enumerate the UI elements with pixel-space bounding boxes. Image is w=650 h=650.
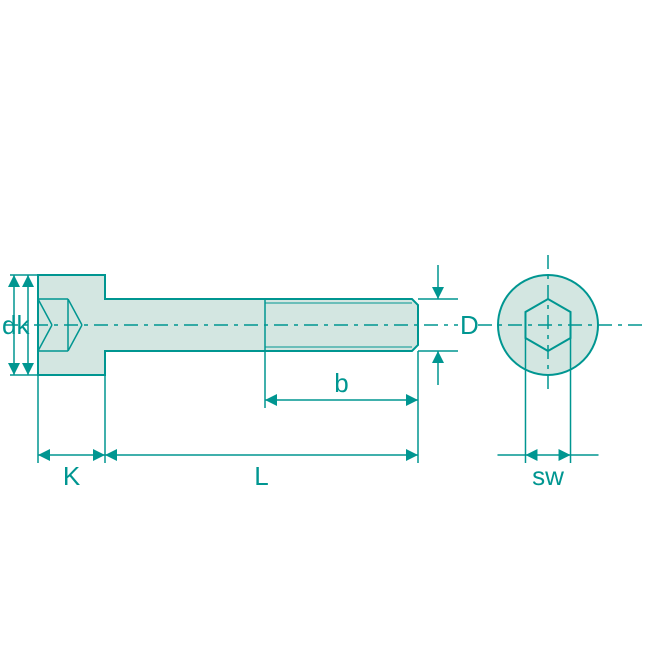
label-D: D	[460, 310, 479, 340]
label-b: b	[334, 368, 348, 398]
label-K: K	[63, 461, 81, 491]
label-sw: sw	[532, 461, 564, 491]
label-dk: dk	[2, 310, 30, 340]
label-L: L	[254, 461, 268, 491]
screw-technical-diagram: dk D K Lb sw	[0, 0, 650, 650]
